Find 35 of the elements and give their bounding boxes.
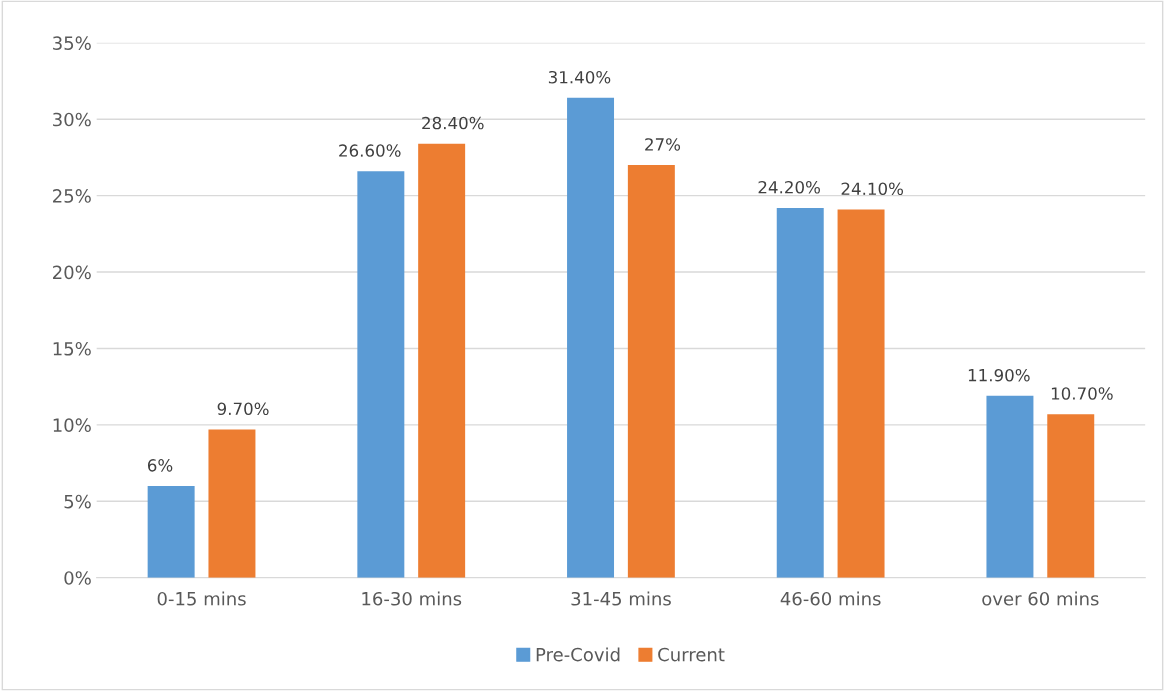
bar [776,207,824,578]
y-tick-label: 20% [53,265,91,280]
bar [567,97,615,578]
bar [208,429,256,578]
legend-label: Current [658,647,725,662]
bar [357,171,405,578]
y-tick-label: 0% [64,571,91,585]
data-label: 31.40% [548,70,611,84]
x-tick-label: 16-30 mins [362,591,462,606]
y-tick-label: 5% [64,494,91,509]
x-tick-label: 31-45 mins [571,591,671,606]
data-label: 6% [147,459,173,472]
bar [627,165,675,578]
bar [986,395,1034,578]
data-label: 28.40% [422,116,484,130]
data-label: 10.70% [1051,387,1113,400]
legend-label: Pre-Covid [536,647,620,662]
y-tick-label: 35% [53,36,91,50]
data-label: 27% [645,138,681,151]
data-label: 24.20% [758,180,820,194]
x-tick-label: over 60 mins [982,591,1099,606]
x-tick-label: 46-60 mins [780,591,881,606]
bar [837,209,885,578]
y-tick-label: 25% [53,189,91,203]
data-label: 24.10% [841,182,904,196]
y-tick-label: 10% [53,418,91,432]
y-tick-label: 15% [53,341,91,356]
bar [418,143,466,578]
x-tick-label: 0-15 mins [157,591,246,606]
data-label: 11.90% [968,368,1030,382]
bar [1047,414,1095,578]
y-tick-label: 30% [53,112,91,127]
bar [147,485,195,578]
data-label: 9.70% [217,402,269,416]
data-label: 26.60% [339,144,401,157]
